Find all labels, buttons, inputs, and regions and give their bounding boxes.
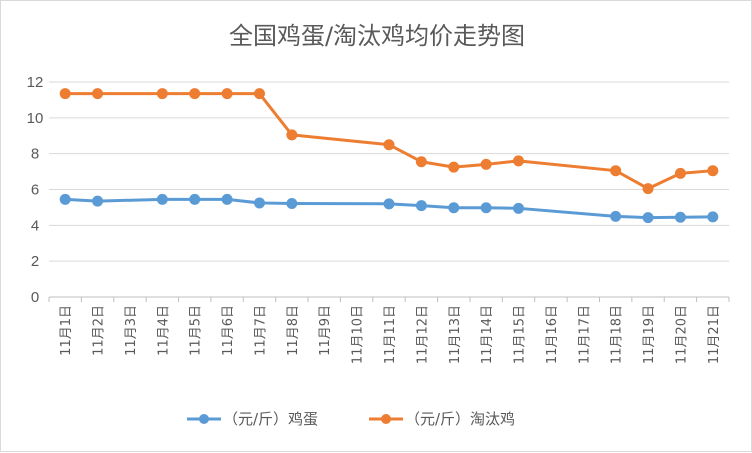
legend-marker (381, 414, 391, 424)
data-point (448, 161, 460, 173)
x-tick-label: 11月7日 (253, 305, 268, 356)
legend-label: （元/斤）鸡蛋 (223, 410, 318, 428)
x-tick-label: 11月6日 (221, 305, 236, 356)
series-line (63, 197, 715, 220)
x-tick-label: 11月17日 (577, 305, 592, 364)
y-tick-label: 12 (27, 74, 44, 91)
y-tick-label: 0 (31, 289, 39, 306)
x-tick-label: 11月1日 (59, 305, 74, 356)
chart-title: 全国鸡蛋/淘汰鸡均价走势图 (229, 22, 525, 50)
data-point (59, 193, 71, 205)
x-tick-label: 11月15日 (513, 305, 528, 364)
x-tick-label: 11月4日 (156, 305, 171, 356)
x-tick-label: 11月12日 (415, 305, 430, 364)
y-tick-label: 6 (31, 182, 39, 199)
y-tick-label: 2 (31, 253, 39, 270)
data-point (513, 155, 525, 167)
data-point (448, 202, 460, 214)
y-tick-label: 10 (27, 110, 44, 127)
y-tick-label: 4 (31, 217, 39, 234)
y-tick-label: 8 (31, 146, 39, 163)
legend-marker (199, 414, 209, 424)
x-tick-label: 11月13日 (448, 305, 463, 364)
series-2 (59, 88, 719, 195)
x-tick-label: 11月5日 (189, 305, 204, 356)
data-point (610, 165, 622, 177)
x-tick-label: 11月11日 (383, 305, 398, 364)
data-point (383, 139, 395, 151)
data-point (221, 193, 233, 205)
data-point (415, 200, 427, 212)
x-tick-label: 11月16日 (545, 305, 560, 364)
x-tick-label: 11月9日 (318, 305, 333, 356)
x-tick-label: 11月18日 (610, 305, 625, 364)
legend: （元/斤）鸡蛋 （元/斤）淘汰鸡 (187, 410, 515, 428)
x-tick-label: 11月20日 (674, 305, 689, 364)
data-point (674, 167, 686, 179)
x-axis: 11月1日 11月2日 11月3日 11月4日 11月5日 11月6日 11月7日 11月8日… (48, 297, 730, 364)
data-point (383, 198, 395, 210)
data-point (92, 88, 104, 100)
data-point (253, 88, 265, 100)
data-point (707, 211, 719, 223)
data-point (156, 193, 168, 205)
series-1 (59, 193, 719, 224)
data-point (156, 88, 168, 100)
x-tick-label: 11月10日 (351, 305, 366, 364)
series-line (63, 92, 715, 191)
data-point (253, 197, 265, 209)
x-tick-label: 11月21日 (707, 305, 722, 364)
data-point (189, 88, 201, 100)
data-point (707, 165, 719, 177)
data-point (59, 88, 71, 100)
data-point (286, 129, 298, 141)
data-point (415, 156, 427, 168)
data-point (642, 183, 654, 195)
grid-lines (49, 81, 729, 298)
legend-label: （元/斤）淘汰鸡 (405, 410, 515, 428)
data-point (480, 202, 492, 214)
data-point (480, 158, 492, 170)
data-point (674, 211, 686, 223)
x-tick-label: 11月2日 (92, 305, 107, 356)
data-point (286, 197, 298, 209)
data-point (610, 210, 622, 222)
y-axis: 0 2 4 6 8 10 12 (27, 74, 44, 306)
data-point (92, 195, 104, 207)
x-tick-label: 11月14日 (480, 305, 495, 364)
x-tick-label: 11月8日 (286, 305, 301, 356)
data-point (221, 88, 233, 100)
data-point (642, 212, 654, 224)
series-lines (59, 88, 719, 224)
data-point (513, 202, 525, 214)
x-tick-label: 11月19日 (642, 305, 657, 364)
x-tick-label: 11月3日 (124, 305, 139, 356)
data-point (189, 193, 201, 205)
